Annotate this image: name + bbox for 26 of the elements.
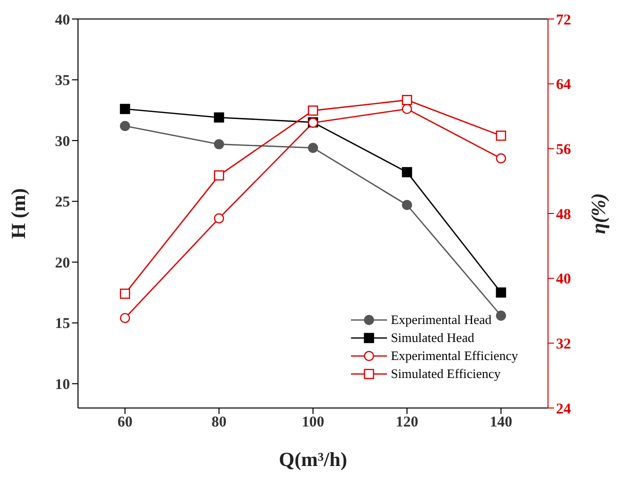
x-tick-label: 140 [490,414,512,431]
y-tick-label: 30 [55,134,70,150]
y2-tick-label: 72 [556,12,571,28]
legend-label: Simulated Efficiency [390,366,501,382]
legend-label: Experimental Efficiency [390,348,518,364]
y2-tick-label: 56 [556,142,572,158]
y2-tick-label: 64 [556,77,572,94]
x-tick-label: 100 [302,414,324,431]
y2-tick-label: 40 [556,272,571,288]
x-tick-label: 80 [212,414,226,431]
x-tick-label: 120 [396,414,418,431]
y-tick-label: 40 [55,12,70,28]
y2-tick-label: 24 [556,401,572,418]
y-tick-label: 35 [55,73,70,90]
y-tick-label: 10 [55,377,70,394]
y2-axis-title: η(%) [588,193,610,234]
y-tick-label: 25 [55,194,70,211]
y-axis-title: H (m) [8,188,30,239]
legend-label: Experimental Head [390,312,492,328]
y-tick-label: 15 [55,316,70,332]
y2-tick-label: 32 [556,336,571,352]
x-axis-title: Q(m³/h) [278,449,348,471]
y2-tick-label: 48 [556,206,571,223]
legend-label: Simulated Head [390,330,474,346]
y-tick-label: 20 [55,255,70,272]
x-tick-label: 60 [118,414,132,431]
